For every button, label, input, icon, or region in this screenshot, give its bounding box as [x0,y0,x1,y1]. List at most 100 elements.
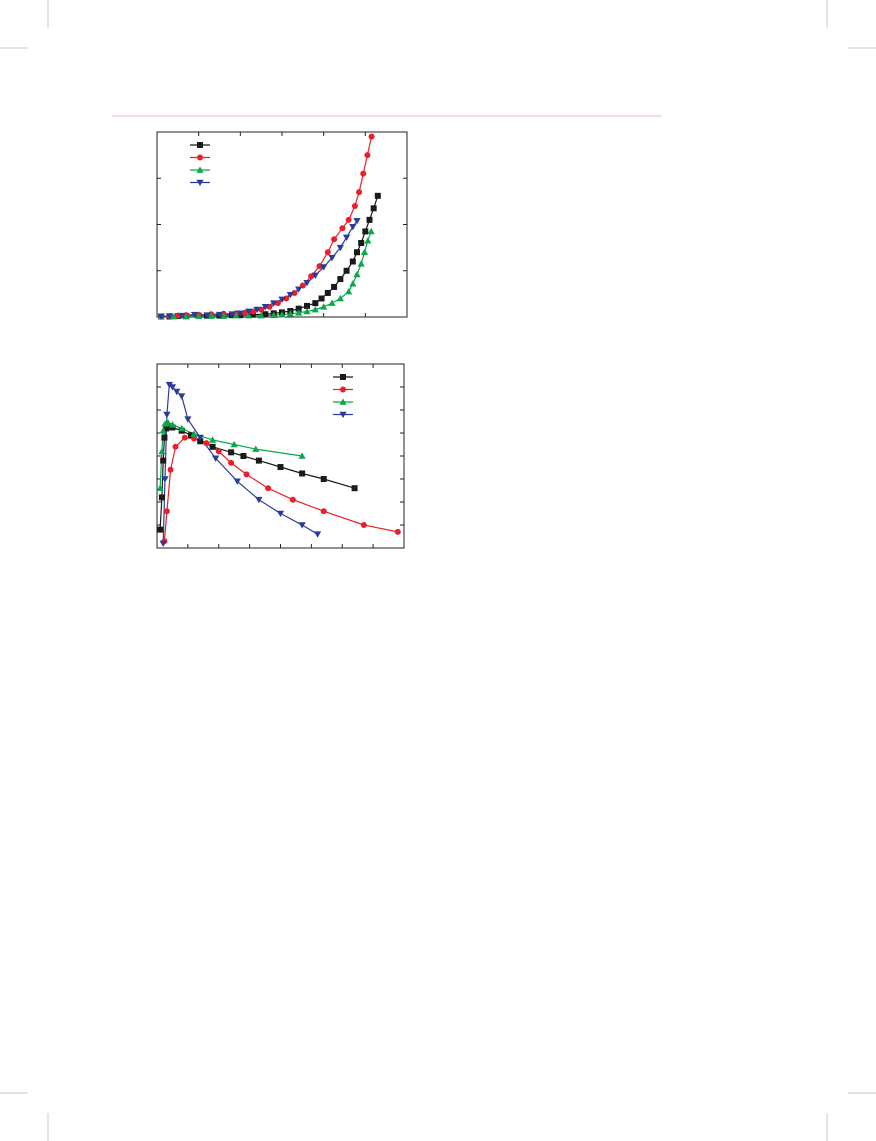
data-point-triangle-down [336,244,344,252]
data-point-triangle [178,424,186,432]
data-point-triangle [345,287,353,295]
data-point-square [343,267,350,274]
data-point-circle [360,522,367,528]
series-line-black [161,195,379,318]
data-point-square [362,228,369,235]
axis-ticks [156,363,405,549]
data-point-triangle-down [313,531,322,538]
data-point-triangle [357,260,365,267]
data-point-triangle [196,166,204,173]
data-point-circle [394,528,401,535]
data-point-triangle [156,484,164,491]
data-point-triangle-down [168,384,177,391]
data-point-triangle-down [233,478,241,485]
data-point-triangle-down [196,179,204,187]
data-point-circle [308,273,315,280]
series-markers [157,133,381,321]
data-point-square [374,192,381,199]
data-point-circle [356,189,363,196]
data-point-triangle-down [261,304,269,311]
data-point-triangle-down [349,224,357,231]
data-point-circle [172,443,179,450]
data-point-circle [291,289,298,296]
data-point-square [358,240,365,246]
data-point-triangle [164,419,172,426]
data-point-triangle-down [276,510,285,518]
series-markers [156,381,401,547]
data-point-circle [167,466,174,473]
data-point-circle [163,508,170,515]
data-point-triangle-down [190,311,199,319]
data-point-triangle [367,227,375,235]
data-point-square [157,526,164,533]
data-point-triangle-down [212,455,220,462]
data-point-triangle-down [295,286,303,293]
data-point-circle [340,386,346,393]
data-point-circle [181,434,188,441]
data-point-square [337,276,344,283]
data-point-circle [228,459,235,466]
data-point-triangle [232,312,240,319]
data-point-triangle [182,312,190,320]
data-point-triangle [190,430,198,437]
data-point-triangle [257,312,265,319]
data-point-triangle-down [178,393,186,400]
data-point-square [255,457,262,464]
data-point-circle [289,496,296,503]
data-point-circle [243,471,250,478]
data-point-triangle-down [236,310,244,317]
data-point-square [295,305,302,312]
chart-bottom [156,363,405,549]
data-point-triangle-down [311,272,319,279]
data-point-triangle-down [161,476,169,483]
data-point-triangle-down [278,296,286,304]
data-point-triangle [252,445,260,452]
data-point-square [228,449,235,456]
data-point-triangle [159,427,167,434]
data-point-square [312,300,319,307]
data-point-triangle [220,312,228,319]
data-point-square [240,453,247,459]
data-point-square [158,494,165,501]
data-point-triangle [360,248,369,256]
data-point-triangle-down [178,312,186,320]
data-point-triangle [364,237,372,244]
data-point-square [160,457,167,464]
data-point-triangle [207,312,215,319]
data-point-triangle-down [320,264,328,271]
data-point-square [197,438,204,445]
data-point-triangle [320,303,328,310]
series-line-blue [161,220,358,318]
data-point-triangle-down [270,300,278,307]
data-point-triangle [168,421,177,428]
data-point-triangle [349,280,357,287]
data-point-triangle-down [253,306,261,314]
data-point-circle [364,152,371,159]
data-point-square [161,434,168,441]
series-lines [161,136,379,318]
data-point-square [324,289,331,296]
data-point-triangle-down [173,388,181,396]
data-point-square [331,283,338,290]
data-point-triangle-down [286,292,294,299]
data-point-square [320,476,327,482]
data-point-triangle [298,452,306,459]
data-point-triangle [170,312,178,320]
data-point-square [340,374,346,380]
data-point-triangle-down [245,308,253,316]
data-point-circle [351,203,358,209]
series-line-green [159,422,303,489]
data-point-triangle-down [255,496,263,504]
data-point-square [262,311,269,318]
data-point-square [370,205,377,212]
data-point-square [304,302,310,309]
series-line-blue [162,383,318,544]
data-point-triangle [208,436,217,443]
data-point-triangle [286,310,294,317]
data-point-square [354,249,360,256]
data-point-triangle [295,309,303,316]
data-point-square [318,295,325,302]
data-point-triangle [311,306,319,313]
